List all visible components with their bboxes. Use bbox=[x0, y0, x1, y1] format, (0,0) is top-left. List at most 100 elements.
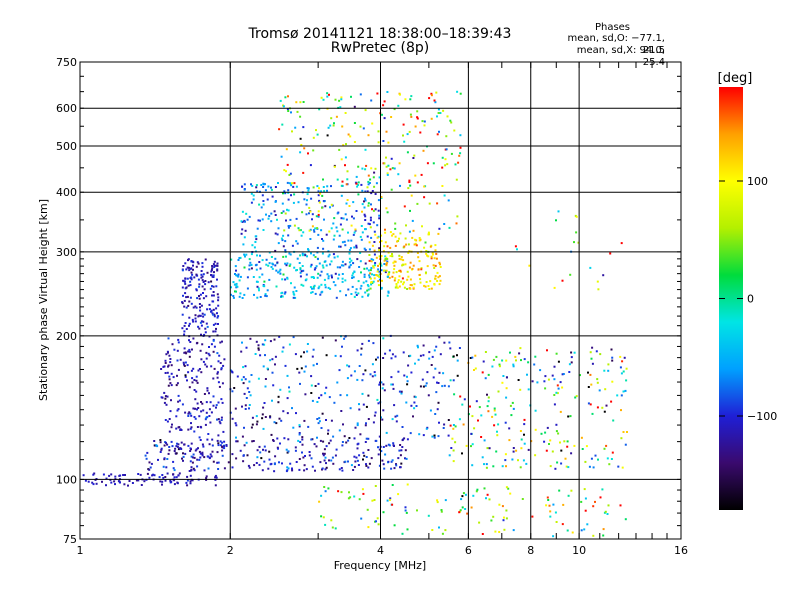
data-point bbox=[213, 264, 216, 267]
data-point bbox=[352, 272, 355, 275]
data-point bbox=[387, 275, 389, 278]
data-point bbox=[257, 347, 260, 350]
data-point bbox=[416, 181, 419, 184]
data-point bbox=[204, 280, 207, 282]
data-point bbox=[193, 456, 196, 459]
data-point bbox=[396, 286, 399, 289]
data-point bbox=[418, 239, 421, 242]
data-point bbox=[568, 363, 571, 366]
data-point bbox=[282, 273, 285, 276]
data-point bbox=[140, 484, 143, 486]
data-point bbox=[189, 284, 192, 287]
data-point bbox=[204, 258, 207, 261]
data-point bbox=[320, 96, 323, 99]
data-point bbox=[271, 371, 274, 374]
data-point bbox=[591, 346, 594, 349]
data-point bbox=[555, 423, 558, 426]
data-point bbox=[398, 254, 401, 257]
data-point bbox=[196, 341, 199, 344]
data-point bbox=[596, 406, 599, 409]
data-point bbox=[321, 264, 324, 267]
data-point bbox=[206, 455, 209, 458]
data-point bbox=[208, 457, 211, 460]
data-point bbox=[251, 184, 254, 187]
data-point bbox=[321, 252, 324, 255]
data-point bbox=[302, 269, 305, 272]
data-point bbox=[185, 352, 188, 355]
data-point bbox=[262, 186, 265, 188]
data-point bbox=[173, 348, 176, 351]
data-point bbox=[328, 230, 331, 233]
data-point bbox=[306, 199, 308, 202]
data-point bbox=[516, 248, 518, 251]
data-point bbox=[215, 285, 218, 288]
data-point bbox=[377, 141, 380, 144]
data-point bbox=[186, 364, 189, 367]
data-point bbox=[389, 497, 392, 500]
data-point bbox=[330, 185, 332, 188]
data-point bbox=[188, 348, 191, 351]
data-point bbox=[378, 255, 381, 258]
data-point bbox=[241, 405, 243, 408]
data-point bbox=[272, 439, 275, 441]
data-point bbox=[414, 238, 417, 241]
data-point bbox=[336, 212, 339, 215]
data-point bbox=[182, 361, 185, 364]
data-point bbox=[399, 184, 401, 187]
data-point bbox=[264, 416, 267, 418]
data-point bbox=[611, 359, 614, 362]
data-point bbox=[519, 347, 522, 350]
data-point bbox=[169, 361, 172, 364]
data-point bbox=[584, 509, 587, 512]
data-point bbox=[212, 291, 215, 293]
data-point bbox=[271, 262, 274, 265]
data-point bbox=[163, 444, 166, 447]
data-point bbox=[408, 250, 411, 253]
data-point bbox=[452, 355, 455, 358]
data-point bbox=[299, 267, 302, 270]
data-point bbox=[456, 359, 459, 362]
data-point bbox=[449, 347, 452, 350]
data-point bbox=[275, 422, 278, 425]
data-point bbox=[208, 346, 210, 348]
data-point bbox=[91, 481, 94, 484]
data-point bbox=[491, 365, 494, 368]
data-point bbox=[173, 469, 176, 472]
data-point bbox=[172, 376, 175, 379]
data-point bbox=[355, 210, 358, 212]
data-point bbox=[311, 438, 314, 441]
data-point bbox=[282, 245, 285, 248]
data-point bbox=[373, 499, 376, 501]
data-point bbox=[378, 249, 381, 252]
data-point bbox=[364, 219, 367, 221]
data-point bbox=[436, 381, 438, 384]
data-point bbox=[383, 269, 385, 272]
data-point bbox=[450, 447, 453, 449]
data-point bbox=[289, 462, 292, 465]
data-point bbox=[208, 308, 211, 311]
data-point bbox=[341, 345, 343, 348]
data-point bbox=[162, 365, 165, 368]
data-point bbox=[395, 464, 398, 467]
data-point bbox=[268, 262, 271, 265]
data-point bbox=[210, 455, 213, 458]
data-point bbox=[279, 99, 282, 102]
data-point bbox=[417, 358, 420, 361]
data-point bbox=[200, 426, 203, 429]
data-point bbox=[390, 383, 393, 386]
data-point bbox=[498, 363, 501, 366]
data-point bbox=[231, 370, 233, 373]
data-point bbox=[159, 480, 162, 483]
data-point bbox=[358, 408, 361, 411]
data-point bbox=[365, 464, 368, 467]
data-point bbox=[318, 187, 320, 190]
data-point bbox=[312, 276, 315, 278]
data-point bbox=[84, 479, 87, 482]
data-point bbox=[169, 358, 172, 360]
data-point bbox=[469, 405, 471, 408]
data-point bbox=[213, 367, 216, 370]
data-point bbox=[281, 295, 284, 298]
data-point bbox=[591, 362, 594, 365]
data-point bbox=[367, 394, 370, 397]
data-point bbox=[318, 285, 321, 288]
